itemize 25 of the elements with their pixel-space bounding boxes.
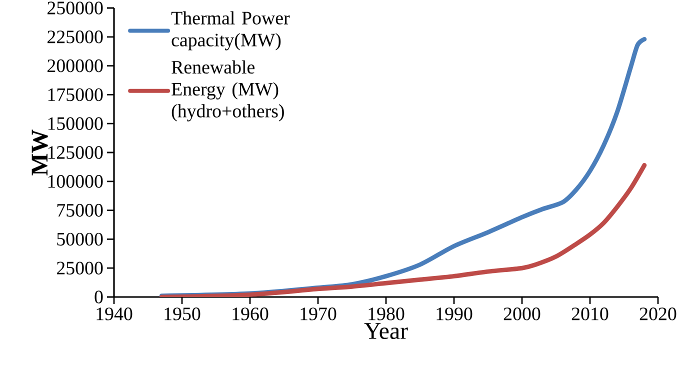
- y-axis-title: MW: [32, 130, 48, 176]
- x-tick-label: 2020: [640, 308, 676, 320]
- y-tick-label: 225000: [48, 30, 103, 44]
- y-tick-label: 75000: [57, 204, 103, 217]
- x-tick-label: 1970: [300, 308, 336, 320]
- x-tick-label: 1950: [164, 308, 200, 320]
- x-tick-label: 2000: [504, 308, 540, 320]
- x-tick-label: 1960: [232, 308, 268, 320]
- x-tick-label: 1990: [436, 308, 472, 320]
- line-series: [159, 162, 647, 297]
- x-axis-title: Year: [364, 323, 408, 340]
- x-tick-label: 1940: [96, 308, 132, 320]
- x-tick-label: 1980: [368, 308, 404, 320]
- y-tick-label: 25000: [56, 262, 103, 274]
- y-tick-label: 125000: [48, 146, 103, 159]
- legend-label: Renewable Energy (MW) (hydro+others): [172, 60, 284, 122]
- y-tick-label: 50000: [57, 232, 103, 246]
- y-tick-label: 200000: [48, 59, 103, 72]
- y-tick-label: 100000: [48, 175, 103, 188]
- y-tick-label: 0: [94, 290, 103, 304]
- y-tick-label: 250000: [48, 2, 103, 14]
- legend-label: Thermal Power capacity(MW): [171, 11, 290, 50]
- x-tick-label: 2010: [572, 308, 608, 320]
- y-tick-label: 150000: [48, 117, 103, 130]
- y-tick-label: 175000: [48, 88, 103, 102]
